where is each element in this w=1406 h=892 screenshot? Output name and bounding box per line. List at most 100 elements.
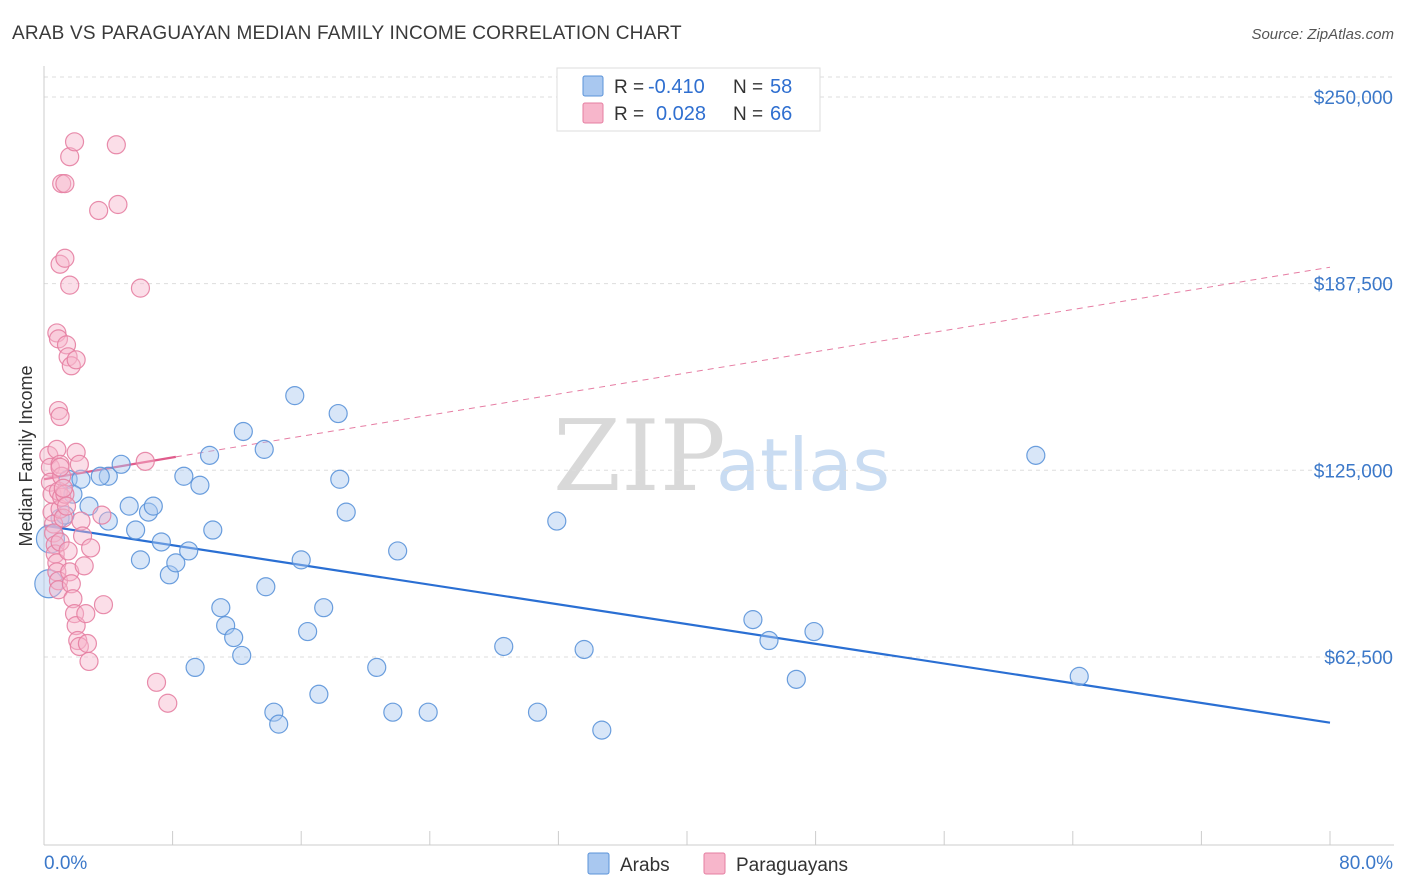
watermark-atlas: atlas [716,423,890,507]
data-points [34,132,1089,740]
paraguayans-point-65 [53,478,73,498]
arabs-point-44 [383,702,403,722]
arabs-point-12 [119,496,139,516]
watermark: ZIP atlas [553,400,890,514]
arabs-point-17 [151,532,171,552]
arabs-point-51 [592,720,612,740]
arabs-point-16 [143,496,163,516]
series-legend: Arabs Paraguayans [587,852,848,876]
legend-r-value-paraguayans: 0.028 [656,103,706,125]
y-tick-labels: $62,500 $125,000 $187,500 $250,000 [1314,88,1393,669]
arabs-point-50 [574,639,594,660]
paraguayans-point-53 [79,651,99,672]
x-tick-label-0: 0.0% [44,853,87,874]
arabs-point-38 [309,684,329,704]
paraguayans-point-33 [64,132,85,152]
y-tick-label-1: $125,000 [1314,461,1393,482]
legend-swatch-arabs [582,75,604,97]
arabs-point-39 [314,598,334,618]
paraguayans-point-52 [77,633,98,654]
arabs-point-25 [203,520,223,540]
series-legend-label-arabs: Arabs [620,855,670,876]
arabs-point-45 [388,541,408,561]
series-legend-label-paraguayans: Paraguayans [736,855,848,876]
arabs-point-14 [130,550,151,570]
arabs-point-52 [743,610,763,630]
legend-r-label-paraguayans: R = [614,104,644,125]
paraguayans-point-41 [60,562,80,582]
legend-n-value-arabs: 58 [770,76,792,98]
paraguayans-point-60 [130,278,151,298]
paraguayans-point-59 [108,194,128,215]
arabs-point-5 [71,469,91,489]
chart-source: Source: ZipAtlas.com [1251,26,1394,43]
y-tick-label-3: $250,000 [1314,88,1393,109]
arabs-point-36 [291,550,311,570]
paraguayans-point-37 [55,174,75,194]
x-tick-label-1: 80.0% [1339,853,1393,874]
paraguayans-point-56 [92,505,112,525]
paraguayans-point-34 [66,350,86,370]
legend-r-value-arabs: -0.410 [648,76,705,98]
legend-r-label-arabs: R = [614,77,644,98]
paraguayans-point-25 [50,406,70,427]
paraguayans-point-58 [106,135,126,155]
legend-n-value-paraguayans: 66 [770,103,792,125]
paraguayans-point-50 [74,556,94,576]
arabs-point-53 [759,630,779,651]
paraguayans-point-63 [158,693,178,713]
paraguayans-trend-extension [175,266,1331,458]
arabs-point-35 [285,386,305,406]
paraguayans-point-51 [76,604,96,624]
arabs-point-13 [126,520,146,540]
arabs-trend-line [43,524,1331,724]
arabs-point-30 [233,421,253,442]
arabs-point-21 [179,541,199,561]
arabs-point-20 [174,466,194,486]
legend-swatch-paraguayans [582,102,604,124]
paraguayans-point-42 [61,574,81,594]
paraguayans-point-61 [135,451,155,471]
arabs-point-48 [527,702,548,722]
arabs-point-32 [256,577,276,597]
series-arabs [34,386,1089,740]
series-legend-swatch-paraguayans [703,852,726,875]
legend-n-label-paraguayans: N = [733,104,763,125]
arabs-point-8 [98,466,118,486]
paraguayans-point-57 [93,595,114,615]
arabs-point-37 [298,621,318,642]
arabs-point-28 [224,627,244,648]
series-paraguayans [39,132,178,713]
paraguayans-point-35 [66,442,86,462]
paraguayans-point-64 [50,457,70,477]
paraguayans-point-30 [60,147,80,167]
arabs-point-33 [264,702,284,722]
arabs-point-47 [494,636,514,657]
paraguayans-point-27 [55,248,75,268]
watermark-zip: ZIP [553,400,726,514]
paraguayans-point-48 [71,511,91,531]
arabs-point-55 [804,621,824,642]
arabs-point-10 [90,466,110,486]
paraguayans-point-54 [81,538,101,558]
stats-legend: R = -0.410 N = 58 R = 0.028 N = 66 [556,67,821,132]
axes [43,66,1394,846]
arabs-point-9 [111,454,131,474]
arabs-point-31 [254,439,274,459]
arabs-point-6 [63,484,83,504]
arabs-point-57 [1069,666,1089,686]
paraguayans-point-44 [64,604,85,624]
arabs-point-46 [418,702,438,722]
x-tick-labels: 0.0% 80.0% [44,853,1393,874]
arabs-point-29 [232,645,252,666]
arabs-point-19 [166,553,186,573]
y-axis-label: Median Family Income [16,365,36,546]
arabs-point-42 [336,502,356,522]
chart-title: ARAB VS PARAGUAYAN MEDIAN FAMILY INCOME … [12,23,682,44]
paraguayans-point-40 [58,541,78,561]
paraguayans-point-28 [56,335,77,355]
paraguayans-point-43 [63,589,83,609]
arabs-point-34 [269,714,289,734]
arabs-point-49 [547,511,567,531]
